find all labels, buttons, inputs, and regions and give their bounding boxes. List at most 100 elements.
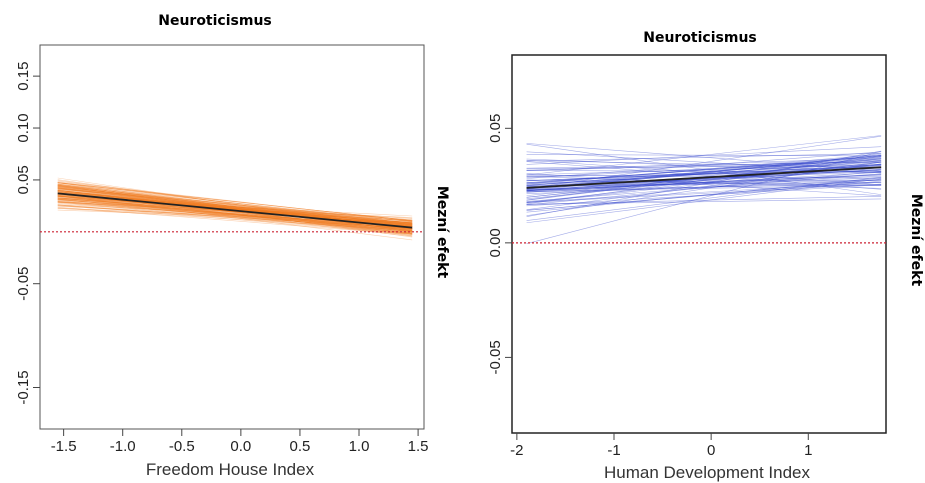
chart-right-simulation-line	[526, 146, 882, 165]
chart-right-simulation-line	[526, 179, 882, 186]
chart-right-simulation-line	[526, 135, 882, 176]
chart-left-simulation-line	[57, 198, 413, 230]
chart-right-simulation-line	[526, 152, 882, 201]
chart-right-simulation-line	[526, 164, 882, 176]
chart-right-simulation-line	[526, 161, 882, 203]
chart-left-simulation-line	[57, 197, 413, 217]
chart-left-simulation-line	[57, 195, 413, 237]
chart-right-simulation-line	[526, 157, 882, 171]
chart-left-simulation-line	[57, 198, 413, 235]
chart-right-simulation-line	[526, 157, 882, 186]
chart-right-simulation-line	[526, 174, 882, 192]
chart-left-x-tick-label: 1.5	[408, 438, 429, 455]
chart-right-y-tick-label: -0.05	[487, 340, 504, 374]
chart-left-simulation-line	[57, 196, 413, 222]
chart-right-simulation-line	[526, 166, 882, 182]
chart-left-simulation-line	[57, 198, 413, 219]
chart-right-simulation-line	[526, 165, 882, 182]
chart-right-simulation-line	[526, 143, 882, 172]
chart-left-simulation-line	[57, 201, 413, 235]
chart-left-simulation-line	[57, 201, 413, 232]
chart-left-xlabel: Freedom House Index	[146, 460, 315, 479]
chart-right-simulation-line	[526, 198, 882, 205]
chart-left-simulation-line	[57, 181, 413, 222]
chart-left-simulation-line	[57, 191, 413, 227]
chart-right-simulation-line	[526, 172, 882, 193]
chart-right-simulation-line	[526, 158, 882, 186]
chart-left-simulation-line	[57, 182, 413, 222]
chart-left-simulation-line	[57, 183, 413, 232]
chart-right-simulation-line	[526, 177, 882, 191]
chart-left-x-tick-label: -1.0	[110, 438, 136, 455]
chart-left-simulation-line	[57, 205, 413, 229]
chart-left-uncertainty-band	[57, 177, 413, 241]
chart-left-simulation-line	[57, 195, 413, 223]
chart-right-simulation-line	[526, 157, 882, 184]
chart-left-simulation-line	[57, 184, 413, 222]
chart-left-simulation-line	[57, 197, 413, 226]
chart-right-simulation-line	[526, 175, 882, 191]
chart-right-simulation-line	[526, 155, 882, 185]
chart-right-plot-frame	[511, 54, 887, 434]
chart-right-simulation-line	[526, 156, 882, 201]
chart-right-simulation-line	[526, 164, 882, 170]
chart-right-simulation-line	[526, 170, 882, 206]
chart-right-title: Neuroticismus	[643, 30, 757, 46]
chart-left-simulation-line	[57, 199, 413, 225]
chart-left-simulation-line	[57, 204, 413, 223]
chart-left-simulation-line	[57, 188, 413, 221]
chart-left-simulation-line	[57, 198, 413, 225]
chart-left-simulation-line	[57, 195, 413, 234]
chart-left-simulation-line	[57, 187, 413, 232]
chart-right-simulation-line	[526, 161, 882, 171]
chart-left-y-tick-label: -0.15	[15, 370, 32, 404]
chart-right-simulation-line	[526, 176, 882, 221]
chart-left: Neuroticismus -1.5 -1.0 -0.5 0.0 0.5 1.0 1.5 -0…	[15, 13, 450, 479]
chart-left-simulation-line	[57, 191, 413, 225]
chart-left-x-tick-label: 1.0	[349, 438, 370, 455]
chart-left-simulation-line	[57, 188, 413, 227]
chart-left-simulation-line	[57, 204, 413, 230]
chart-right-simulation-line	[526, 179, 882, 211]
chart-left-simulation-line	[57, 198, 413, 229]
chart-left-simulation-line	[57, 187, 413, 226]
chart-left-y-tick-label: 0.15	[15, 62, 32, 91]
chart-right-simulation-line	[526, 160, 882, 169]
chart-left-simulation-line	[57, 182, 413, 229]
chart-left-simulation-line	[57, 186, 413, 232]
chart-left-simulation-line	[57, 185, 413, 224]
chart-right-simulation-line	[526, 135, 882, 190]
chart-right-simulation-line	[526, 156, 882, 184]
chart-left-simulation-line	[57, 208, 413, 231]
chart-right-simulation-line	[526, 154, 882, 157]
chart-left-x-tick-label: -0.5	[169, 438, 195, 455]
chart-left-simulation-line	[57, 185, 413, 232]
chart-right-simulation-line	[526, 179, 882, 188]
chart-left-simulation-line	[57, 186, 413, 222]
chart-right-simulation-line	[526, 173, 882, 192]
chart-left-simulation-line	[57, 185, 413, 226]
chart-right-estimate-line	[526, 166, 882, 189]
chart-left-simulation-line	[57, 182, 413, 232]
chart-left-simulation-line	[57, 202, 413, 230]
chart-left-simulation-line	[57, 197, 413, 230]
chart-left-simulation-line	[57, 193, 413, 231]
chart-right-simulation-line	[526, 174, 882, 190]
chart-left-title: Neuroticismus	[158, 13, 272, 29]
chart-left-simulation-line	[57, 190, 413, 226]
chart-left-simulation-line	[57, 182, 413, 222]
chart-right-simulation-line	[526, 155, 882, 189]
chart-right-simulation-line	[526, 179, 882, 183]
chart-left-simulation-line	[57, 189, 413, 235]
chart-left-simulation-line	[57, 182, 413, 224]
chart-left-simulation-line	[57, 205, 413, 227]
chart-left-y-tick-label: -0.05	[15, 267, 32, 301]
chart-left-estimate-line	[57, 192, 413, 229]
chart-right-simulation-line	[526, 143, 882, 195]
chart-right-simulation-line	[526, 161, 882, 186]
chart-right-simulation-line	[526, 180, 882, 211]
chart-left-simulation-line	[57, 208, 413, 223]
chart-left-x-tick-label: 0.5	[290, 438, 311, 455]
chart-left-simulation-line	[57, 193, 413, 234]
chart-left-simulation-line	[57, 195, 413, 224]
